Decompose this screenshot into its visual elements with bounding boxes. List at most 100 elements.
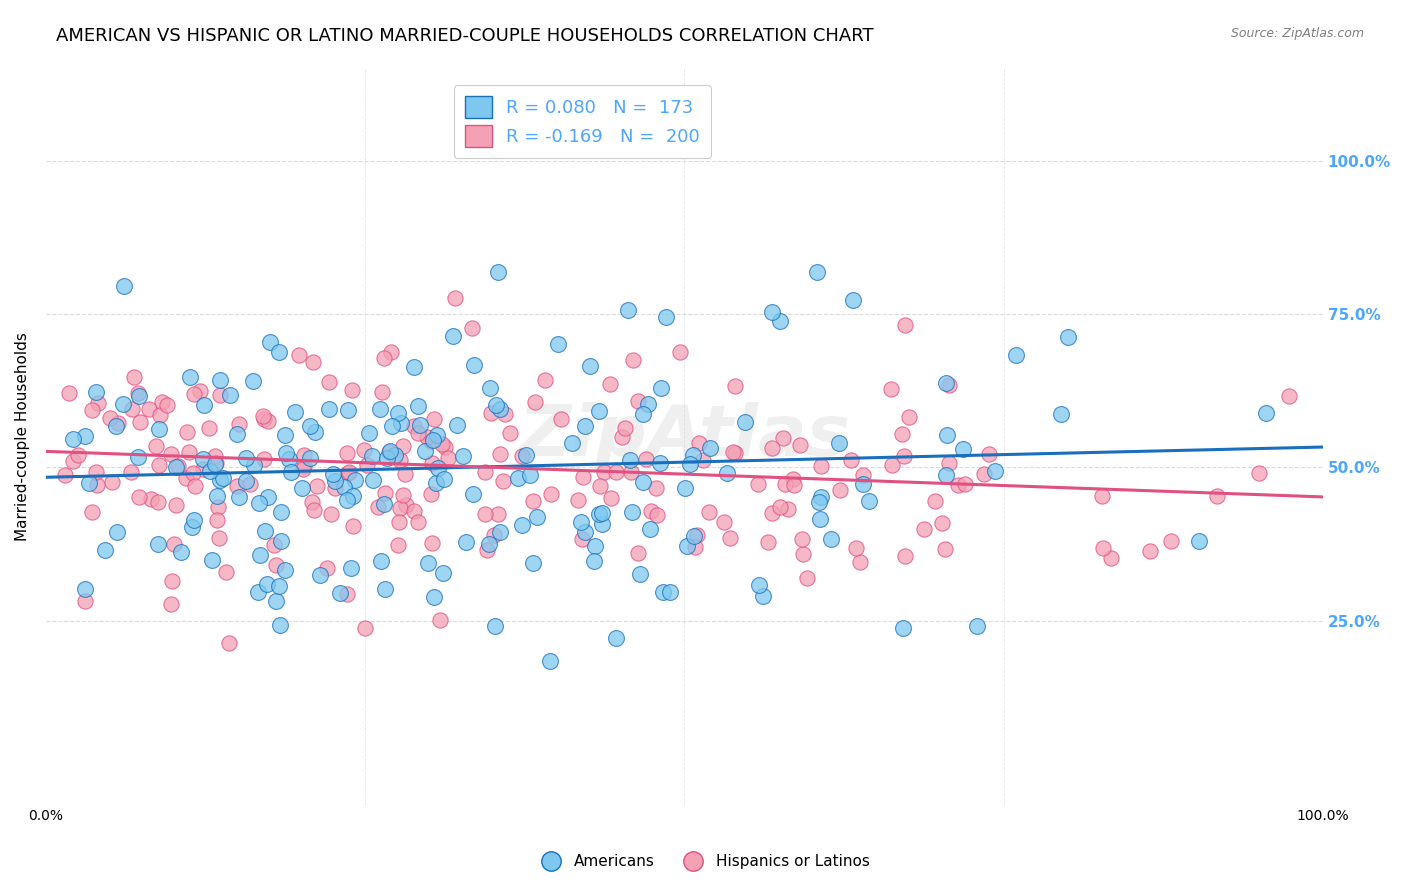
Point (852, 467, 875, 482)
Point (579, 359, 602, 373)
Point (433, 472, 456, 486)
Point (550, 412, 572, 426)
Point (86, 384, 108, 399)
Point (323, 481, 346, 495)
Point (373, 485, 395, 500)
Point (638, 522, 661, 536)
Point (621, 505, 644, 519)
Point (858, 493, 880, 508)
Point (389, 453, 412, 467)
Text: ZipAtlas: ZipAtlas (519, 402, 851, 471)
Point (242, 374, 264, 388)
Point (676, 539, 699, 553)
Point (165, 498, 187, 512)
Point (1050, 408, 1073, 422)
Point (734, 415, 756, 429)
Point (183, 387, 205, 401)
Point (84, 465, 107, 479)
Point (890, 427, 912, 442)
Point (66, 448, 89, 462)
Point (652, 584, 675, 599)
Point (292, 458, 315, 473)
Point (583, 554, 606, 568)
Point (259, 334, 281, 349)
Point (897, 410, 920, 425)
Point (1188, 534, 1211, 549)
Point (716, 466, 738, 480)
Point (121, 401, 143, 416)
Point (461, 321, 484, 335)
Point (936, 428, 959, 442)
Point (98, 411, 121, 425)
Point (600, 491, 623, 505)
Point (478, 537, 501, 551)
Point (419, 487, 441, 501)
Point (373, 351, 395, 365)
Point (540, 487, 562, 501)
Point (426, 461, 449, 475)
Point (637, 397, 659, 411)
Point (292, 448, 315, 462)
Point (373, 497, 395, 511)
Point (519, 468, 541, 483)
Point (522, 494, 544, 508)
Point (422, 411, 444, 425)
Point (810, 490, 832, 504)
Point (645, 508, 668, 522)
Point (761, 442, 783, 456)
Point (1139, 544, 1161, 558)
Point (880, 382, 903, 396)
Point (402, 503, 425, 517)
Point (534, 372, 557, 386)
Point (101, 475, 124, 490)
Point (207, 500, 229, 515)
Point (429, 613, 451, 627)
Point (284, 405, 307, 419)
Point (208, 532, 231, 546)
Point (506, 471, 529, 485)
Point (820, 532, 842, 546)
Point (105, 525, 128, 540)
Point (489, 447, 512, 461)
Point (80, 402, 103, 417)
Point (179, 370, 201, 384)
Point (415, 430, 437, 444)
Point (315, 560, 337, 574)
Point (264, 594, 287, 608)
Point (146, 495, 169, 509)
Point (183, 513, 205, 527)
Point (679, 458, 702, 472)
Point (160, 598, 183, 612)
Point (498, 426, 520, 441)
Point (413, 444, 436, 458)
Point (692, 453, 714, 467)
Point (783, 478, 806, 492)
Point (1278, 389, 1301, 403)
Point (218, 636, 240, 650)
Point (128, 490, 150, 504)
Point (235, 474, 257, 488)
Point (849, 555, 872, 569)
Point (243, 458, 266, 472)
Point (713, 515, 735, 529)
Point (1005, 348, 1028, 362)
Point (270, 505, 292, 519)
Point (619, 453, 641, 467)
Point (486, 265, 509, 279)
Point (463, 358, 485, 372)
Point (253, 452, 276, 467)
Point (239, 477, 262, 491)
Point (247, 585, 270, 599)
Point (278, 452, 301, 467)
Point (127, 450, 149, 465)
Point (340, 383, 363, 397)
Point (699, 442, 721, 456)
Point (79, 475, 101, 490)
Point (384, 449, 406, 463)
Point (374, 582, 396, 597)
Point (361, 474, 384, 488)
Point (193, 398, 215, 412)
Point (337, 465, 360, 479)
Point (650, 381, 672, 395)
Point (378, 443, 401, 458)
